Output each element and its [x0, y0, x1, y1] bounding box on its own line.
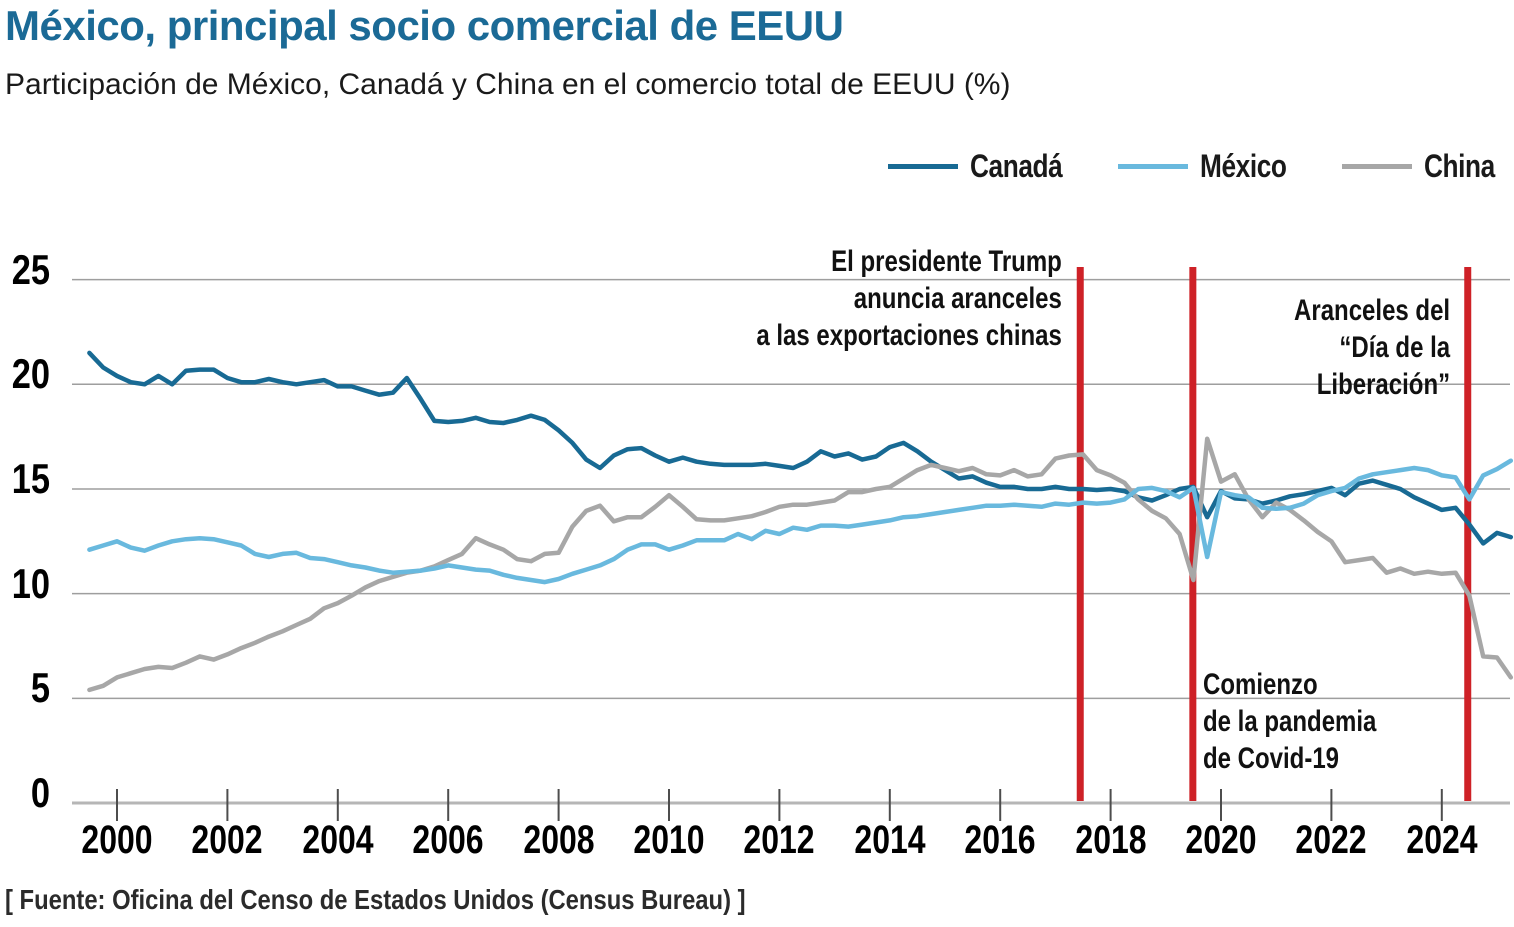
legend-label-mexico: México — [1200, 147, 1287, 184]
annotation-line: de Covid-19 — [1202, 742, 1339, 775]
chart-title: México, principal socio comercial de EEU… — [5, 2, 844, 49]
annotation-liberation-day-tariffs: Aranceles del “Día de la Liberación” — [1294, 292, 1450, 403]
x-tick-label: 2006 — [412, 818, 484, 862]
x-tick-label: 2014 — [854, 818, 926, 862]
legend-swatch-canada-line — [887, 163, 958, 169]
legend-item-mexico: México — [1118, 146, 1305, 186]
x-tick-label: 2018 — [1074, 818, 1147, 862]
x-tick-label: 2020 — [1185, 818, 1257, 862]
x-tick-label: 2016 — [964, 818, 1036, 862]
annotation-line: de la pandemia — [1202, 705, 1377, 738]
legend-label-china: China — [1423, 147, 1495, 184]
annotation-line: “Día de la — [1339, 331, 1450, 364]
x-tick-label: 2002 — [191, 818, 263, 862]
series-line-0 — [87, 350, 1514, 546]
y-tick-label: 5 — [30, 664, 50, 712]
y-tick-label: 10 — [11, 559, 51, 607]
y-tick-label: 0 — [30, 769, 50, 816]
annotation-line: a las exportaciones chinas — [756, 319, 1063, 352]
y-tick-label: 25 — [11, 245, 51, 293]
source-note: [ Fuente: Oficina del Censo de Estados U… — [5, 884, 746, 915]
chart-subtitle: Participación de México, Canadá y China … — [5, 68, 1011, 101]
annotation-covid-pandemic: Comienzo de la pandemia de Covid-19 — [1203, 666, 1376, 777]
y-tick-label: 15 — [11, 454, 51, 502]
x-tick-label: 2012 — [743, 818, 815, 862]
legend-label-canada: Canadá — [969, 147, 1063, 184]
annotation-line: Comienzo — [1202, 668, 1318, 701]
series-line-1 — [87, 458, 1514, 585]
x-tick-label: 2008 — [522, 818, 595, 862]
x-tick-label: 2024 — [1406, 818, 1478, 862]
annotation-line: Liberación” — [1316, 368, 1450, 401]
series-line-2 — [87, 436, 1514, 693]
legend: Canadá México China — [887, 146, 1510, 186]
x-tick-label: 2010 — [633, 818, 705, 862]
annotation-line: El presidente Trump — [831, 245, 1063, 278]
x-tick-label: 2022 — [1295, 818, 1367, 862]
legend-swatch-mexico-line — [1118, 163, 1189, 169]
legend-item-canada: Canadá — [887, 146, 1083, 186]
annotation-line: Aranceles del — [1293, 294, 1450, 327]
legend-swatch-china-line — [1341, 163, 1412, 169]
x-tick-label: 2000 — [81, 818, 153, 862]
annotation-line: anuncia aranceles — [854, 282, 1063, 315]
x-tick-label: 2004 — [302, 818, 374, 862]
y-tick-label: 20 — [11, 350, 51, 398]
legend-item-china: China — [1341, 146, 1510, 186]
annotation-trump-china-tariffs: El presidente Trump anuncia aranceles a … — [757, 243, 1062, 354]
